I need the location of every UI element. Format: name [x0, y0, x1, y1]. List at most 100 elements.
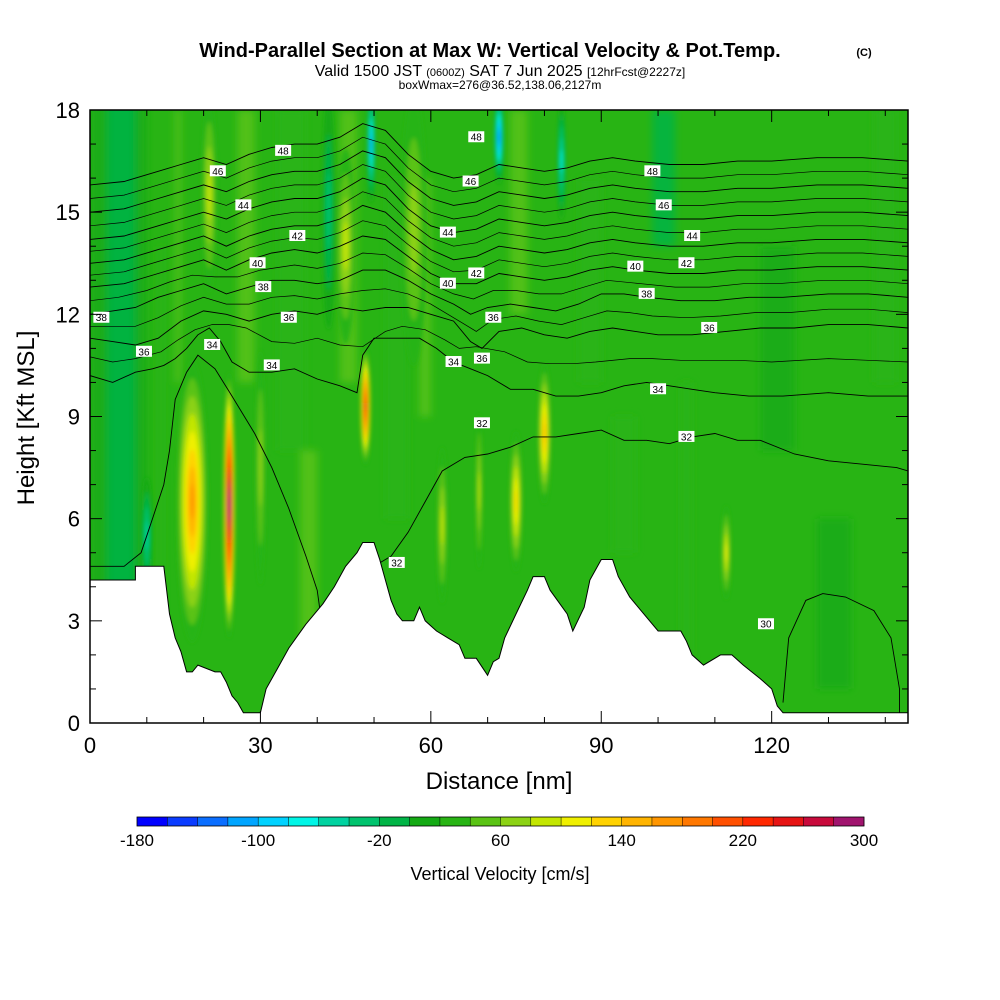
- theta-label: 36: [135, 345, 152, 358]
- theta-label-text: 36: [488, 313, 500, 324]
- forecast-info: [12hrFcst@2227z]: [587, 65, 685, 79]
- theta-label-text: 44: [687, 232, 699, 243]
- updraft-core: [228, 496, 231, 514]
- theta-label: 48: [468, 131, 485, 144]
- theta-label-text: 38: [641, 289, 653, 300]
- theta-label: 46: [209, 165, 226, 178]
- x-tick-label: 0: [84, 733, 96, 758]
- theta-label-text: 30: [760, 620, 772, 631]
- field-band: [817, 518, 852, 689]
- colorbar-tick-label: -20: [367, 831, 392, 850]
- theta-label: 34: [445, 356, 462, 369]
- field-band: [578, 178, 602, 383]
- field-band: [419, 178, 431, 417]
- downdraft-core: [370, 135, 373, 153]
- theta-label: 32: [388, 556, 405, 569]
- colorbar-swatch: [500, 817, 532, 826]
- updraft-core: [364, 401, 367, 412]
- theta-label-text: 46: [658, 201, 670, 212]
- field-band: [300, 450, 318, 655]
- theta-label: 32: [678, 430, 695, 443]
- colorbar-label: Vertical Velocity [cm/s]: [410, 864, 589, 884]
- theta-label: 38: [255, 281, 272, 294]
- theta-contours: [90, 123, 908, 713]
- colorbar-tick-label: -100: [241, 831, 275, 850]
- theta-label: 42: [468, 267, 485, 280]
- theta-label: 42: [289, 230, 306, 243]
- y-tick-label: 6: [68, 507, 80, 532]
- colorbar-swatch: [530, 817, 562, 826]
- field-band: [107, 110, 136, 587]
- colorbar-swatch: [591, 817, 622, 826]
- theta-contour-30: [782, 593, 900, 713]
- theta-label-text: 40: [442, 279, 454, 290]
- theta-label: 36: [701, 321, 718, 334]
- theta-contour-38: [90, 269, 908, 315]
- colorbar-swatch: [197, 817, 229, 826]
- updraft-core: [725, 543, 728, 563]
- colorbar-swatch: [167, 817, 198, 826]
- chart-title-mark: (C): [856, 47, 872, 59]
- downdraft-core: [326, 173, 331, 252]
- theta-label-text: 42: [292, 232, 304, 243]
- theta-label-text: 42: [681, 259, 693, 270]
- theta-contour-labels: 30 32 32 32 34 34 34 34 36 36 36 36 36 38 38 38 40 40 40 42…: [93, 131, 774, 631]
- updraft-core: [190, 484, 195, 520]
- theta-label-text: 38: [258, 283, 270, 294]
- colorbar-swatch: [137, 817, 168, 826]
- y-axis-label: Height [Kft MSL]: [13, 331, 40, 506]
- x-tick-label: 90: [589, 733, 613, 758]
- colorbar-swatch: [409, 817, 441, 826]
- x-tick-label: 120: [753, 733, 790, 758]
- colorbar-tick-label: -180: [120, 831, 154, 850]
- colorbar-swatch: [773, 817, 804, 826]
- colorbar-swatch: [833, 817, 865, 826]
- theta-label-text: 36: [704, 323, 716, 334]
- theta-contour-minor: [90, 324, 908, 365]
- theta-contour-48: [90, 123, 908, 186]
- theta-label-text: 42: [471, 269, 483, 280]
- theta-contour-minor: [90, 288, 908, 332]
- colorbar-swatch: [379, 817, 410, 826]
- colorbar-swatch: [712, 817, 744, 826]
- theta-label-text: 48: [647, 167, 659, 178]
- field-band: [680, 382, 693, 655]
- colorbar-swatch: [470, 817, 501, 826]
- updraft-core: [343, 221, 349, 271]
- colorbar-swatch: [349, 817, 380, 826]
- theta-label: 30: [757, 618, 774, 631]
- theta-label: 36: [280, 311, 297, 324]
- theta-contour-minor: [90, 191, 908, 252]
- theta-label-text: 40: [252, 259, 264, 270]
- colorbar: -180 -100 -20 60 140 220 300: [120, 816, 878, 850]
- colorbar-swatch: [561, 817, 592, 826]
- updraft-core: [543, 423, 546, 444]
- updraft-core: [409, 183, 419, 275]
- terrain-mask: [90, 542, 908, 723]
- valid-time: Valid 1500 JST: [315, 63, 423, 80]
- theta-label: 40: [439, 277, 456, 290]
- theta-label-text: 46: [465, 177, 477, 188]
- theta-contour-34: [90, 327, 908, 397]
- theta-label-text: 46: [212, 167, 224, 178]
- chart-subtitle-valid: Valid 1500 JST (0600Z) SAT 7 Jun 2025 [1…: [315, 63, 685, 80]
- theta-label: 48: [644, 165, 661, 178]
- y-tick-label: 3: [68, 609, 80, 634]
- field-band: [652, 110, 676, 247]
- y-tick-label: 15: [56, 200, 80, 225]
- x-tick-label: 30: [248, 733, 272, 758]
- colorbar-swatch: [621, 817, 653, 826]
- theta-contour-minor: [90, 220, 908, 276]
- x-tick-label: 60: [419, 733, 443, 758]
- theta-label: 32: [473, 417, 490, 430]
- theta-label-text: 34: [448, 358, 460, 369]
- theta-label: 34: [204, 338, 221, 351]
- theta-label-text: 36: [138, 347, 150, 358]
- colorbar-tick-label: 60: [491, 831, 510, 850]
- field-band: [237, 110, 255, 383]
- updraft-core: [514, 489, 518, 514]
- field-band: [760, 246, 795, 451]
- theta-label: 40: [627, 260, 644, 273]
